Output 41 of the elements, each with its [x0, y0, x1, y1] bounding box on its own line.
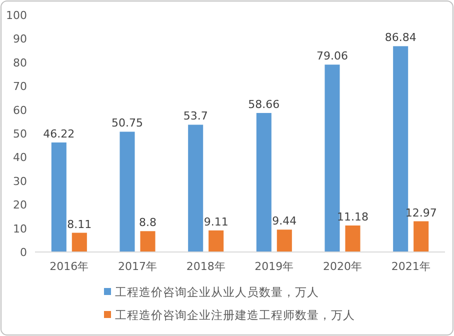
bar: [208, 230, 224, 252]
legend-label: 工程造价咨询企业从业人员数量，万人: [115, 285, 319, 299]
data-label: 9.44: [272, 214, 297, 228]
x-tick-label: 2017年: [118, 260, 157, 273]
y-tick-label: 80: [13, 56, 27, 70]
bar: [276, 230, 292, 252]
bar: [140, 231, 156, 252]
bar: [51, 142, 66, 252]
y-tick-label: 30: [13, 174, 27, 188]
y-tick-label: 70: [13, 80, 27, 94]
x-tick-label: 2018年: [186, 260, 226, 273]
data-label: 58.66: [248, 98, 280, 111]
x-tick-label: 2019年: [254, 260, 294, 273]
y-tick-label: 40: [13, 151, 27, 164]
bar: [345, 226, 360, 252]
data-label: 8.8: [139, 216, 156, 230]
data-label: 86.84: [384, 31, 416, 44]
data-label: 8.11: [67, 218, 92, 231]
x-tick-label: 2016年: [50, 260, 89, 273]
data-label: 50.75: [112, 116, 143, 130]
data-label: 79.06: [316, 50, 348, 63]
y-tick-label: 0: [20, 246, 27, 259]
bar: [324, 64, 340, 252]
y-tick-label: 60: [13, 104, 27, 117]
bar: [414, 221, 429, 252]
y-tick-label: 50: [13, 128, 27, 140]
y-tick-label: 10: [13, 222, 27, 236]
data-label: 46.22: [43, 127, 75, 140]
bar: [120, 132, 135, 252]
bar: [188, 124, 204, 252]
legend-label: 工程造价咨询企业注册建造工程师数量，万人: [115, 308, 355, 322]
bar: [72, 232, 87, 252]
data-label: 9.11: [204, 215, 228, 228]
bar: [256, 112, 272, 252]
y-tick-label: 100: [6, 9, 27, 22]
x-tick-label: 2021年: [391, 260, 430, 273]
y-tick-label: 20: [13, 198, 27, 212]
x-tick-label: 2020年: [323, 260, 362, 273]
y-tick-label: 90: [13, 32, 27, 46]
bar: [393, 46, 408, 252]
data-label: 53.7: [183, 110, 208, 123]
